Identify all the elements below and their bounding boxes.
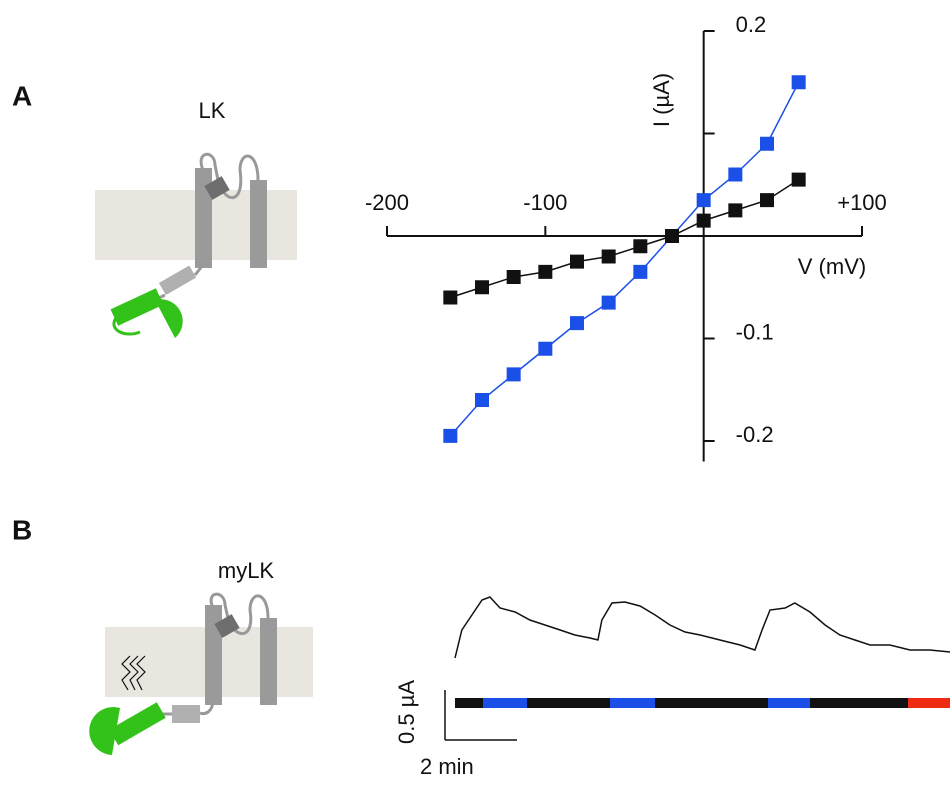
data-point xyxy=(570,254,584,269)
mylk-cartoon xyxy=(89,592,313,755)
lk-cartoon xyxy=(95,152,297,338)
data-point xyxy=(570,316,584,331)
light-stimulus-bar xyxy=(455,698,950,708)
y-tick-label: -0.2 xyxy=(736,422,774,447)
data-point xyxy=(506,367,521,382)
y-axis-label: I (µA) xyxy=(649,73,674,127)
x-tick-label: +100 xyxy=(837,190,887,215)
data-point xyxy=(760,136,774,151)
construct-label: myLK xyxy=(218,558,275,583)
data-point xyxy=(443,290,458,305)
data-point xyxy=(538,341,553,356)
data-point xyxy=(601,249,616,264)
y-tick-label: -0.1 xyxy=(736,319,774,344)
data-point xyxy=(633,264,648,279)
construct-label: LK xyxy=(199,98,226,123)
data-point xyxy=(538,264,553,279)
x-axis-label: V (mV) xyxy=(798,254,866,279)
data-point xyxy=(633,239,648,254)
data-point xyxy=(728,167,743,182)
data-point xyxy=(665,229,679,243)
data-point xyxy=(728,203,743,218)
data-point xyxy=(791,172,806,187)
x-tick-label: -100 xyxy=(523,190,567,215)
data-point xyxy=(475,280,489,295)
series-line xyxy=(449,81,800,437)
data-point xyxy=(443,428,458,443)
panel-label: B xyxy=(12,514,32,545)
data-point xyxy=(601,295,616,310)
y-tick-label: 0.2 xyxy=(736,12,767,37)
data-point xyxy=(696,193,711,208)
panel-label: A xyxy=(12,80,32,111)
x-tick-label: -200 xyxy=(365,190,409,215)
data-point xyxy=(791,75,806,90)
data-point xyxy=(760,193,774,208)
data-point xyxy=(506,270,521,284)
current-trace xyxy=(454,596,950,659)
scale-bar-y-label: 0.5 µA xyxy=(394,680,419,744)
scale-bar-x-label: 2 min xyxy=(420,754,474,779)
data-point xyxy=(475,393,489,407)
data-point xyxy=(696,213,711,228)
series-line xyxy=(450,178,800,299)
